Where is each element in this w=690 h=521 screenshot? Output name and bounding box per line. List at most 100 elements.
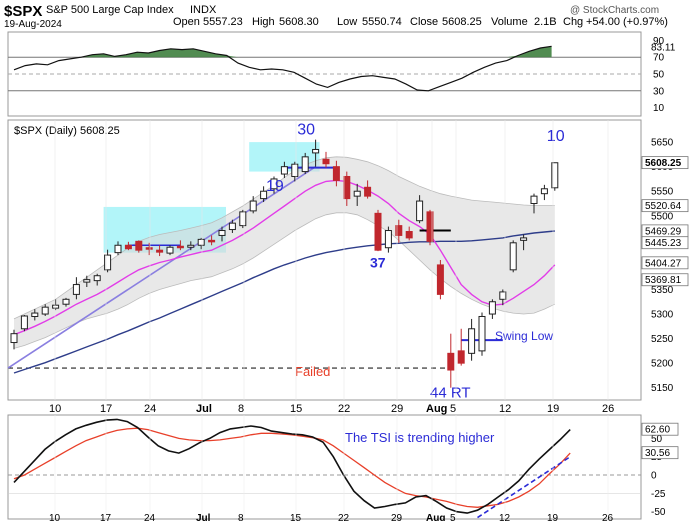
candle-body [426,211,434,242]
candle-body [395,225,403,236]
price-tag-label: 5520.64 [645,201,682,212]
candle [10,329,18,350]
candle-body [322,158,330,165]
price-panel-frame [7,119,642,401]
candle-body [208,239,216,243]
candle [260,186,268,203]
candle-body [114,244,122,254]
tsi-value-tag: 62.60 [641,422,679,436]
low-value: 5550.74 [362,16,402,28]
candle [395,219,403,243]
candle-body [218,230,226,236]
candle [322,151,330,168]
candle-body [145,247,153,250]
tsi-value-tag: 30.56 [641,446,679,460]
volume-value: 2.1B [534,16,557,28]
candle-body [416,200,424,222]
x-tick-label-bottom: 22 [338,513,350,521]
x-tick-label: 15 [290,403,302,415]
x-tick-label-bottom: 12 [499,513,511,521]
candle [332,160,340,187]
candle-body [197,238,205,246]
x-tick-label-bottom: 26 [602,513,614,521]
candle [93,273,101,286]
candle-body [405,231,413,239]
candle [166,245,174,256]
candle-body [93,275,101,282]
price-annotation: 10 [547,128,565,145]
price-panel-title: $SPX (Daily) 5608.25 [14,125,120,137]
open-label: Open [173,16,200,28]
tsi-panel: The TSI is trending higher-50-250255062.… [8,418,679,519]
candle-body [176,245,184,249]
x-tick-label: 5 [450,403,456,415]
keltner-band [14,156,555,349]
candle [405,226,413,241]
x-tick-label: 12 [499,403,511,415]
watermark: @ StockCharts.com [570,5,659,16]
rsi-tick-label: 90 [653,36,665,47]
candle [156,245,164,257]
candle [301,152,309,175]
candle [551,162,559,191]
price-tag: 5469.29 [641,224,689,237]
chg-label: Chg [563,16,583,28]
candle [52,299,60,311]
candle-body [312,148,320,154]
candle-body [364,186,372,197]
rsi-tick-label: 10 [653,103,665,114]
price-annotation: 37 [370,254,386,270]
candle [249,196,257,214]
price-tag: 5404.27 [641,256,689,269]
tsi-tick-label: -50 [651,507,666,518]
x-tick-label: 19 [547,403,559,415]
candle [353,183,361,206]
candle [72,277,80,300]
price-annotation: 19 [266,178,284,195]
high-label: High [252,16,275,28]
x-tick-label-bottom: Aug [426,513,445,521]
candle-body [520,237,528,241]
price-tick-label: 5250 [651,334,674,345]
rising-trendline [7,165,317,369]
price-panel: 5150520052505300535054005450550055505600… [7,122,689,402]
x-tick-label: 10 [49,403,61,415]
candle-body [499,291,507,300]
open-value: 5557.23 [203,16,243,28]
candle-body [270,178,278,190]
x-tick-label: 26 [602,403,614,415]
candle-body [447,352,455,371]
candle [509,240,517,273]
candle [83,275,91,288]
tsi-value-box [641,446,679,460]
price-tick-label: 5350 [651,285,674,296]
candle-body [291,163,299,177]
candle-body [540,188,548,195]
close-label: Close [410,16,438,28]
price-tick-label: 5200 [651,359,674,370]
symbol-title: $SPX [4,3,42,20]
price-annotation: 30 [297,122,315,139]
x-tick-label-bottom: 29 [391,513,403,521]
tsi-tick-label: -25 [651,489,666,500]
price-tick-label: 5150 [651,383,674,394]
date-label: 19-Aug-2024 [4,19,62,30]
x-tick-label: 17 [100,403,112,415]
candle-body [488,301,496,315]
candle-body [166,246,174,254]
candle [478,312,486,356]
band-lower-line [13,212,555,349]
candle [62,297,70,307]
candle [208,235,216,246]
price-tag: 5369.81 [641,273,689,286]
x-tick-label: Aug [426,403,447,415]
candle-body [436,264,444,295]
candle-body [239,211,247,227]
x-tick-label-bottom: 17 [100,513,112,521]
rsi-tick-label: 70 [653,53,665,64]
tsi-line [13,418,571,514]
candle [384,226,392,253]
price-tick-label: 5650 [651,138,674,149]
price-tag-label: 5469.29 [645,226,682,237]
